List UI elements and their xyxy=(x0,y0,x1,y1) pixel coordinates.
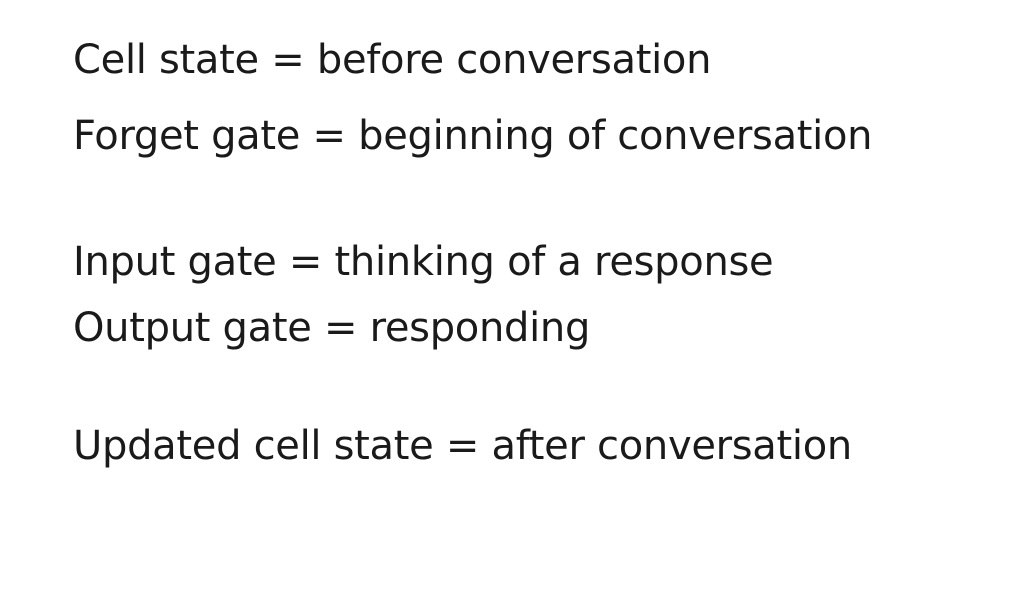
cell-state-line: Cell state = before conversation xyxy=(73,37,712,83)
updated-cell-state-line: Updated cell state = after conversation xyxy=(73,423,852,469)
input-gate-line: Input gate = thinking of a response xyxy=(73,239,774,285)
output-gate-line: Output gate = responding xyxy=(73,305,591,351)
forget-gate-line: Forget gate = beginning of conversation xyxy=(73,113,873,159)
